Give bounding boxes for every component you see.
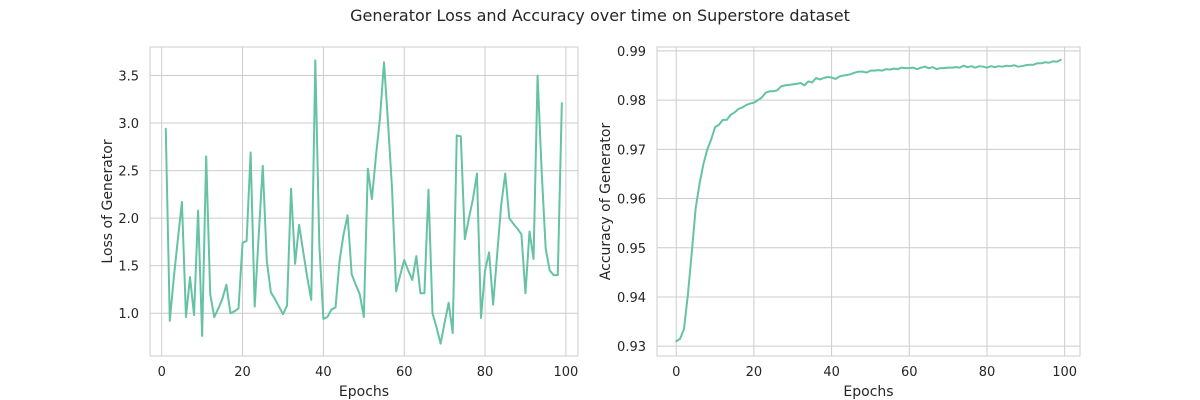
chart-2-y-tick-label: 0.97 <box>617 143 646 158</box>
chart-2-y-tick-label: 0.95 <box>617 242 646 257</box>
chart-2-x-tick-label: 80 <box>979 365 996 380</box>
chart-1-x-axis-label: Epochs <box>339 384 389 400</box>
chart-2-x-tick-label: 60 <box>901 365 918 380</box>
chart-1-y-tick-label: 2.5 <box>118 165 139 180</box>
chart-1-y-tick-label: 3.0 <box>118 117 139 132</box>
chart-2-y-axis-label: Accuracy of Generator <box>598 123 614 281</box>
chart-1-x-tick-label: 80 <box>477 365 494 380</box>
chart-1-y-axis-label: Loss of Generator <box>100 139 116 263</box>
chart-2-y-tick-label: 0.94 <box>617 291 646 306</box>
chart-2-x-tick-label: 0 <box>672 365 680 380</box>
chart-2-y-tick-label: 0.98 <box>617 94 646 109</box>
chart-1-series-line <box>164 59 563 345</box>
chart-1-y-tick-label: 1.0 <box>118 307 139 322</box>
chart-2-plot-frame <box>656 46 1081 357</box>
chart-1-x-tick-label: 20 <box>234 365 251 380</box>
chart-2-y-tick-label: 0.96 <box>617 193 646 208</box>
chart-1-x-tick-label: 100 <box>553 365 578 380</box>
chart-2-x-tick-label: 100 <box>1052 365 1077 380</box>
chart-2-x-tick-label: 20 <box>746 365 763 380</box>
chart-1-x-tick-label: 40 <box>315 365 332 380</box>
chart-1-y-tick-label: 2.0 <box>118 212 139 227</box>
chart-2-series-line <box>675 58 1062 343</box>
chart-2-x-axis-label: Epochs <box>843 384 893 400</box>
chart-1-x-tick-label: 0 <box>158 365 166 380</box>
chart-1-y-tick-label: 1.5 <box>118 260 139 275</box>
chart-2-y-tick-label: 0.93 <box>617 340 646 355</box>
chart-1-plot-frame <box>149 46 579 357</box>
figure-title: Generator Loss and Accuracy over time on… <box>350 6 850 25</box>
chart-1-y-tick-label: 3.5 <box>118 70 139 85</box>
chart-2-y-tick-label: 0.99 <box>617 45 646 60</box>
chart-2-x-tick-label: 40 <box>823 365 840 380</box>
chart-1-x-tick-label: 60 <box>396 365 413 380</box>
